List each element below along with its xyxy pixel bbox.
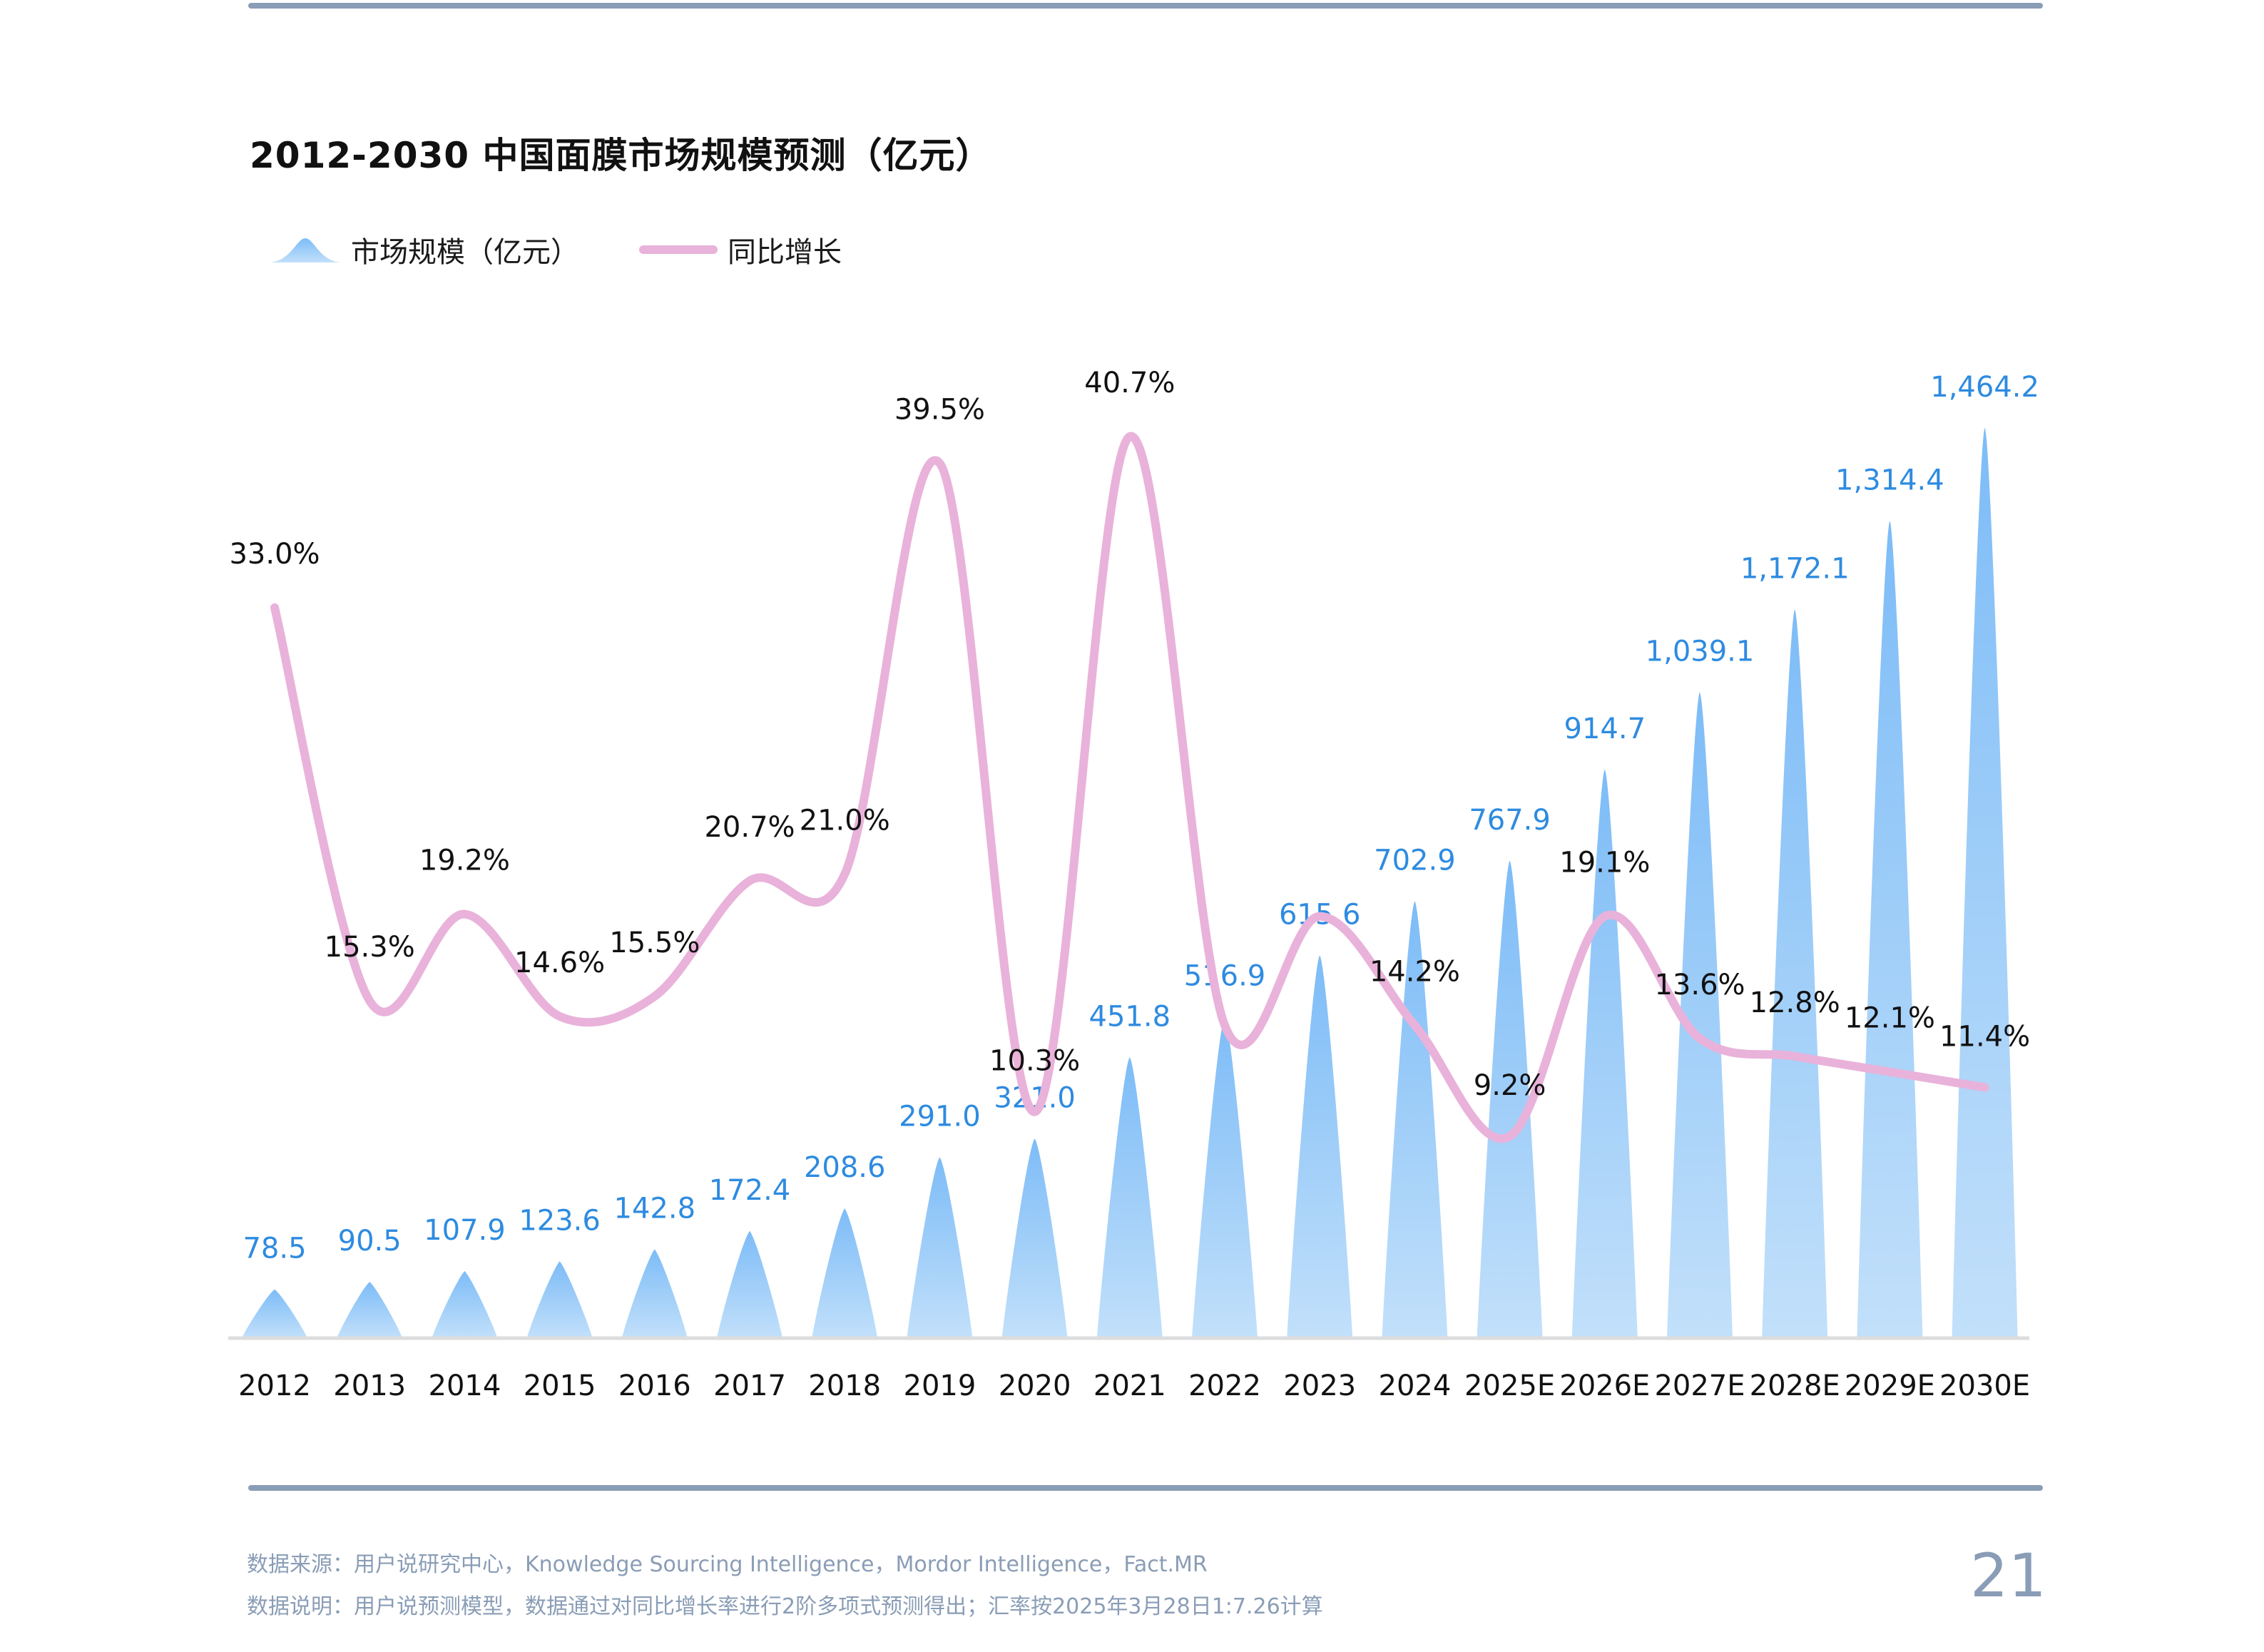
x-tick-label: 2020	[999, 1370, 1071, 1402]
bar-value-label: 78.5	[243, 1233, 306, 1265]
bottom-divider	[248, 1485, 2043, 1491]
growth-value-label: 15.5%	[609, 927, 700, 959]
growth-value-label: 11.4%	[1939, 1020, 2030, 1053]
x-tick-label: 2023	[1283, 1370, 1356, 1402]
bar-value-label: 914.7	[1564, 713, 1646, 745]
bar-value-label: 451.8	[1089, 1000, 1171, 1033]
bar-2030E	[1952, 428, 2018, 1338]
x-tick-label: 2019	[904, 1370, 977, 1402]
x-tick-label: 2013	[333, 1370, 406, 1402]
growth-value-label: 14.2%	[1370, 955, 1460, 988]
x-tick-label: 2024	[1379, 1370, 1452, 1402]
page-number: 21	[1970, 1541, 2046, 1611]
bar-2024	[1382, 901, 1448, 1338]
bar-value-label: 767.9	[1469, 804, 1551, 837]
growth-value-label: 13.6%	[1654, 969, 1745, 1001]
x-tick-label: 2025E	[1464, 1370, 1555, 1402]
bar-value-label: 123.6	[519, 1204, 601, 1237]
growth-value-label: 33.0%	[229, 538, 320, 571]
x-tick-label: 2012	[238, 1370, 311, 1402]
legend-label-market-size: 市场规模（亿元）	[351, 236, 579, 269]
growth-value-label: 14.6%	[514, 947, 605, 979]
bar-2025E	[1477, 860, 1543, 1338]
bar-2013	[337, 1282, 403, 1338]
x-tick-label: 2022	[1188, 1370, 1261, 1402]
growth-value-label: 20.7%	[704, 811, 795, 844]
bar-2022	[1192, 1016, 1258, 1338]
bar-2023	[1287, 955, 1353, 1338]
bar-value-label: 172.4	[709, 1174, 791, 1207]
x-tick-label: 2027E	[1654, 1370, 1745, 1402]
bar-2029E	[1857, 521, 1923, 1338]
bar-value-label: 1,314.4	[1835, 464, 1944, 497]
bar-value-label: 1,172.1	[1740, 553, 1850, 586]
bar-2018	[812, 1208, 878, 1338]
bar-value-label: 702.9	[1374, 844, 1456, 877]
bar-2012	[242, 1289, 307, 1338]
x-tick-label: 2021	[1093, 1370, 1166, 1402]
bar-2027E	[1667, 692, 1733, 1338]
bar-value-label: 516.9	[1184, 960, 1266, 993]
growth-value-label: 19.2%	[419, 845, 510, 877]
bar-2016	[621, 1249, 688, 1338]
yoy-growth-line	[270, 432, 1989, 1143]
x-tick-label: 2026E	[1559, 1370, 1650, 1402]
x-tick-label: 2028E	[1750, 1370, 1840, 1402]
x-tick-label: 2016	[618, 1370, 691, 1402]
bar-value-label: 291.0	[899, 1100, 981, 1133]
chart-title: 2012-2030 中国面膜市场规模预测（亿元）	[250, 135, 992, 176]
data-methodology-note: 数据说明：用户说预测模型，数据通过对同比增长率进行2阶多项式预测得出；汇率按20…	[247, 1594, 1323, 1619]
x-tick-label: 2030E	[1939, 1370, 2030, 1402]
growth-value-label: 12.1%	[1845, 1002, 1935, 1035]
legend-item-yoy-growth: 同比增长	[639, 228, 842, 271]
growth-value-label: 10.3%	[989, 1045, 1080, 1078]
bar-2015	[526, 1261, 593, 1338]
bar-2014	[432, 1270, 498, 1338]
bar-2017	[717, 1230, 782, 1338]
bar-2020	[1001, 1138, 1068, 1338]
growth-value-label: 39.5%	[894, 393, 985, 426]
growth-value-label: 40.7%	[1084, 367, 1175, 399]
growth-value-label: 19.1%	[1559, 847, 1650, 879]
line-swatch-icon	[639, 245, 718, 254]
bar-2019	[907, 1157, 973, 1338]
bar-value-label: 208.6	[804, 1151, 886, 1184]
legend-label-yoy-growth: 同比增长	[728, 236, 842, 269]
bar-value-label: 90.5	[338, 1225, 402, 1258]
x-tick-label: 2017	[713, 1370, 786, 1402]
growth-value-label: 12.8%	[1750, 986, 1840, 1019]
x-tick-label: 2014	[429, 1370, 501, 1402]
growth-value-label: 9.2%	[1474, 1069, 1546, 1102]
x-tick-label: 2018	[808, 1370, 881, 1402]
bar-value-label: 1,039.1	[1646, 635, 1755, 668]
legend-item-market-size: 市场规模（亿元）	[270, 228, 579, 271]
bar-2026E	[1571, 769, 1638, 1338]
bar-value-label: 142.8	[614, 1193, 696, 1225]
bar-value-label: 1,464.2	[1930, 371, 2039, 404]
growth-value-label: 15.3%	[325, 931, 415, 964]
data-source-note: 数据来源：用户说研究中心，Knowledge Sourcing Intellig…	[247, 1552, 1208, 1577]
x-tick-label: 2015	[524, 1370, 596, 1402]
mountain-swatch-icon	[270, 238, 341, 262]
bar-2028E	[1762, 609, 1828, 1338]
bar-value-label: 107.9	[424, 1214, 506, 1247]
growth-value-label: 21.0%	[800, 805, 890, 837]
bar-2021	[1096, 1057, 1163, 1338]
top-divider	[248, 3, 2043, 9]
x-tick-label: 2029E	[1845, 1370, 1935, 1402]
